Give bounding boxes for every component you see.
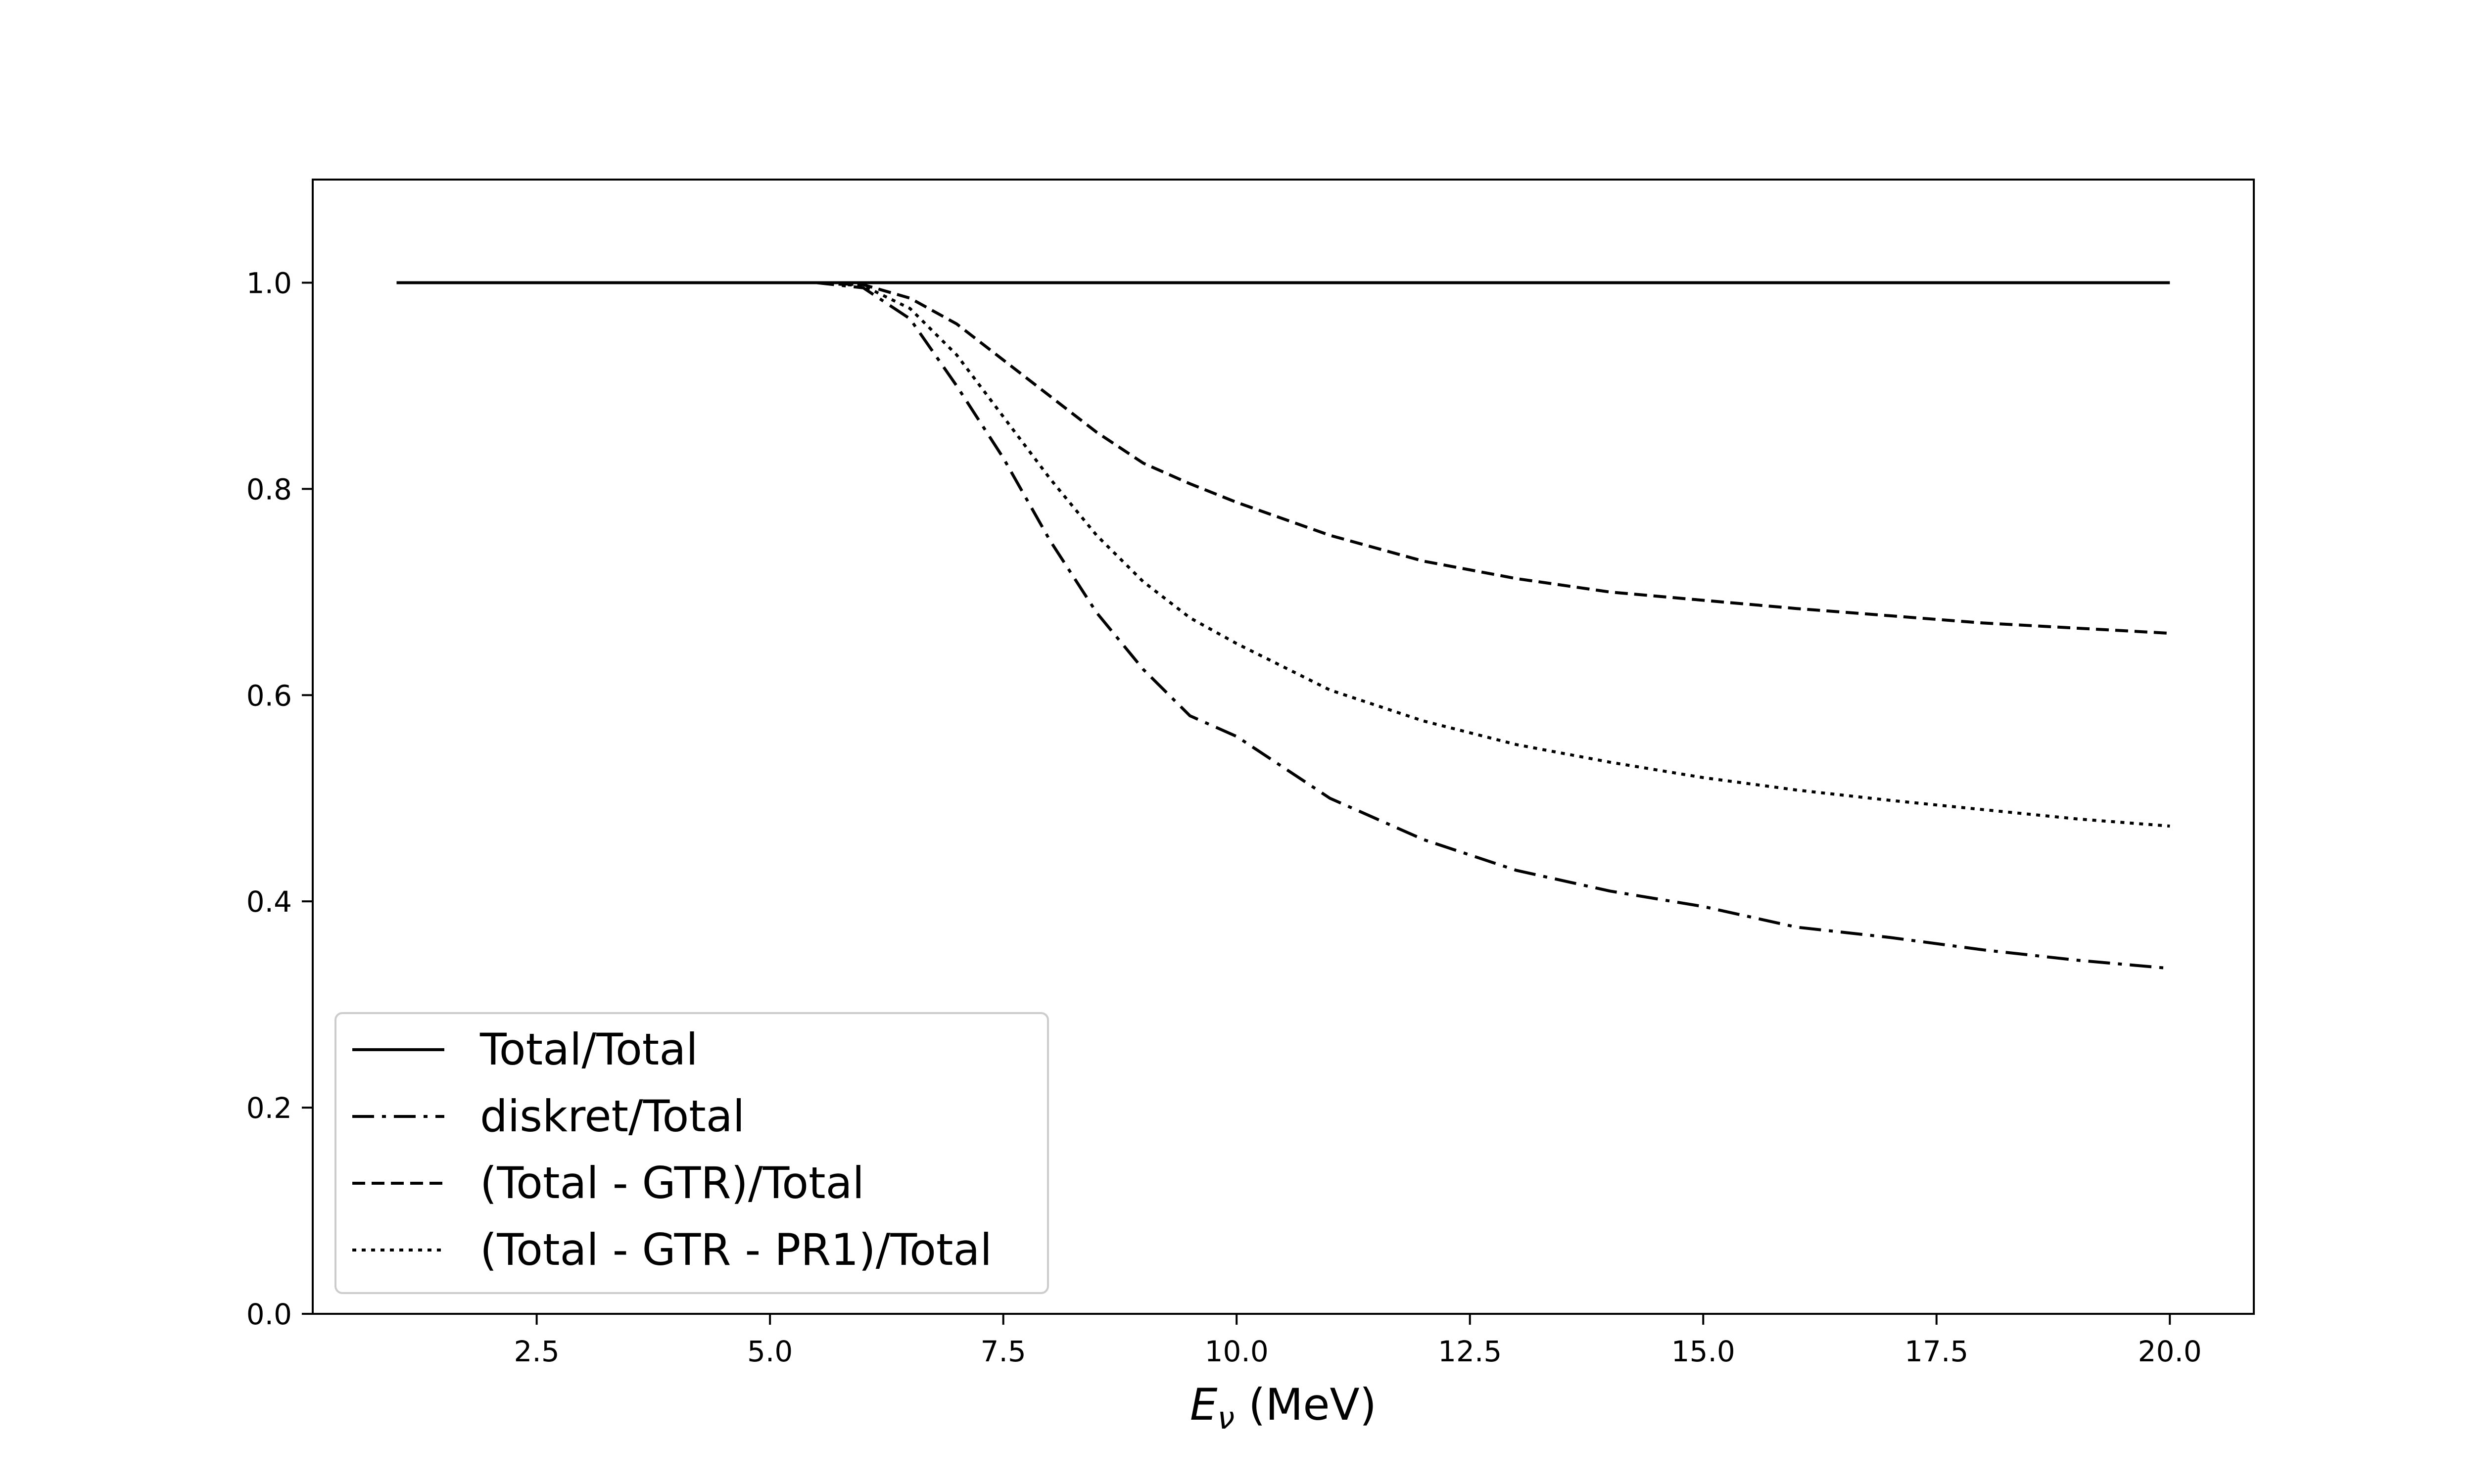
y-tick-label: 0.6 [246,679,292,712]
x-tick-label: 20.0 [2138,1335,2202,1368]
series-line-4 [396,281,2170,828]
x-tick-label: 12.5 [1438,1335,1502,1368]
x-axis-ticks: 2.5 5.0 7.5 10.0 12.5 15.0 17.5 20.0 [514,1314,2202,1368]
y-axis-ticks: 0.0 0.2 0.4 0.6 0.8 1.0 [246,266,313,1331]
x-tick-label: 2.5 [514,1335,560,1368]
legend-label: (Total - GTR)/Total [480,1158,864,1208]
x-tick-label: 10.0 [1205,1335,1269,1368]
legend-label: (Total - GTR - PR1)/Total [480,1224,992,1275]
x-axis-label-unit: (MeV) [1235,1379,1377,1430]
y-tick-label: 0.8 [246,472,292,506]
legend-box [334,1012,1049,1294]
x-tick-label: 15.0 [1671,1335,1735,1368]
plot-area-frame [312,179,2255,1315]
legend-label: Total/Total [479,1024,698,1075]
legend: Total/Total diskret/Total (Total - GTR)/To… [334,1012,1049,1294]
y-tick-label: 1.0 [246,266,292,300]
series-line-2 [396,281,2170,970]
y-tick-label: 0.4 [246,885,292,919]
x-axis-label-variable: E [1190,1379,1218,1430]
legend-label: diskret/Total [480,1091,745,1142]
series-lines [396,281,2170,970]
x-axis-label: Eν (MeV) [1190,1379,1377,1436]
series-line-3 [396,281,2170,635]
y-tick-label: 0.2 [246,1091,292,1125]
x-tick-label: 7.5 [981,1335,1026,1368]
x-tick-label: 17.5 [1904,1335,1968,1368]
y-tick-label: 0.0 [246,1298,292,1331]
x-tick-label: 5.0 [747,1335,793,1368]
x-axis-label-subscript: ν [1218,1400,1235,1436]
